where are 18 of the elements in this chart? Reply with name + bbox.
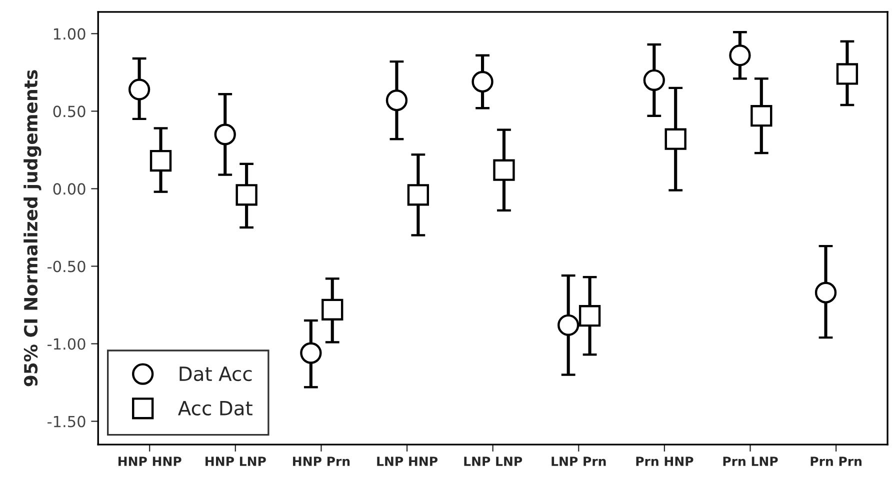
x-tick-label: LNP Prn: [552, 456, 606, 466]
y-tick-label: -1.00: [48, 338, 86, 350]
y-tick-label: -1.50: [48, 416, 86, 428]
y-tick-label: -0.50: [48, 260, 86, 272]
x-tick-label: HNP Prn: [293, 456, 350, 466]
x-tick-label: Prn HNP: [636, 456, 694, 466]
legend-label: Acc Dat: [178, 401, 252, 416]
x-tick-label: LNP LNP: [464, 456, 522, 466]
y-tick-label: 1.00: [54, 28, 86, 40]
x-tick-label: Prn Prn: [810, 456, 862, 466]
x-tick-label: HNP HNP: [118, 456, 182, 466]
x-tick-label: Prn LNP: [723, 456, 778, 466]
legend-label: Dat Acc: [180, 366, 252, 382]
x-tick-label: LNP HNP: [377, 456, 438, 466]
y-tick-label: 0.50: [53, 106, 86, 118]
y-axis-title: 95% CI Normalized judgements: [24, 70, 42, 386]
y-tick-label: 0.00: [53, 183, 86, 195]
x-tick-label: HNP LNP: [206, 456, 266, 466]
